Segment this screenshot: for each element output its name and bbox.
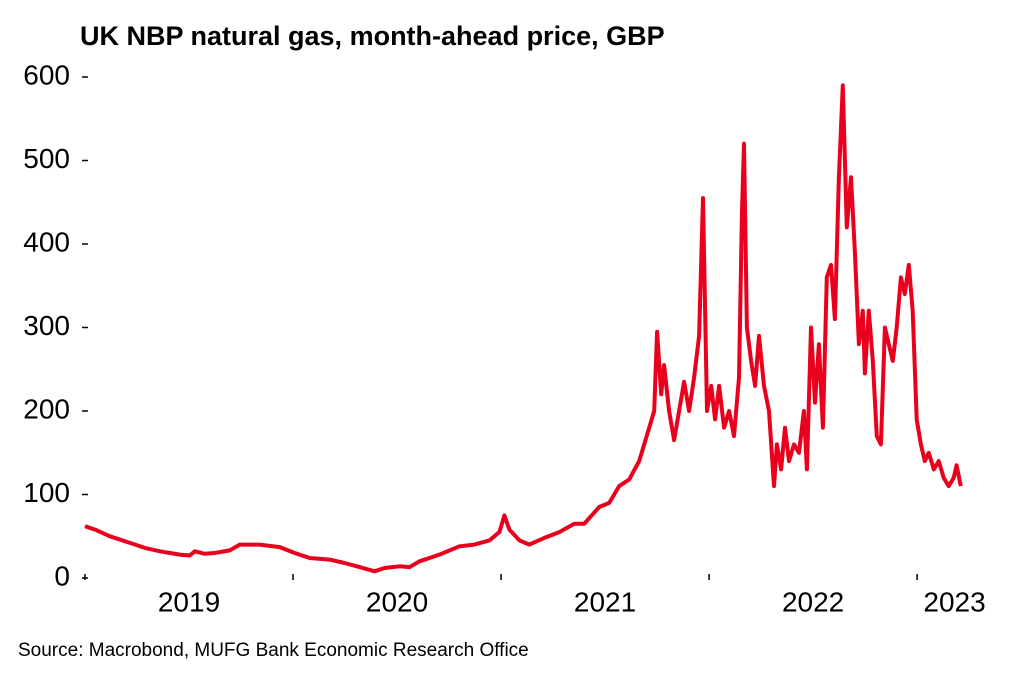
y-tick-label: 0: [54, 560, 70, 591]
y-tick-label: 400: [23, 226, 70, 257]
y-tick-label: 200: [23, 393, 70, 424]
chart-title: UK NBP natural gas, month-ahead price, G…: [80, 21, 665, 51]
price-line: [84, 83, 963, 574]
x-tick-label: 2021: [574, 586, 636, 617]
x-tick-label: 2023: [923, 586, 985, 617]
x-tick-label: 2019: [158, 586, 220, 617]
source-note: Source: Macrobond, MUFG Bank Economic Re…: [18, 640, 529, 661]
y-tick-label: 600: [23, 59, 70, 90]
x-tick-label: 2020: [366, 586, 428, 617]
y-tick-label: 300: [23, 310, 70, 341]
y-tick-label: 500: [23, 143, 70, 174]
x-tick-label: 2022: [782, 586, 844, 617]
y-tick-label: 100: [23, 477, 70, 508]
